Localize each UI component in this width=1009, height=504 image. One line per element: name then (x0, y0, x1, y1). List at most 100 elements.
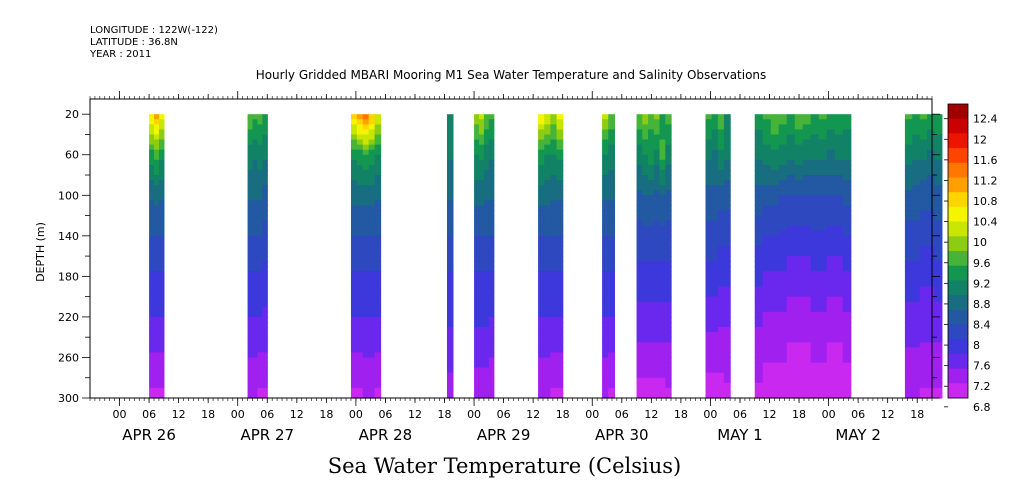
temperature-cell (711, 230, 719, 237)
temperature-cell (723, 327, 731, 333)
temperature-cell (927, 342, 936, 348)
day-label: APR 30 (595, 426, 649, 444)
temperature-cell (602, 266, 609, 272)
temperature-cell (154, 124, 160, 131)
temperature-cell (653, 235, 661, 242)
temperature-cell (247, 301, 254, 308)
temperature-cell (350, 154, 358, 161)
temperature-cell (705, 180, 713, 186)
temperature-cell (544, 286, 551, 293)
temperature-cell (350, 327, 358, 333)
temperature-cell (919, 149, 928, 156)
temperature-cell (608, 240, 615, 247)
temperature-cell (653, 316, 661, 323)
temperature-cell (786, 347, 796, 353)
temperature-cell (478, 286, 485, 293)
temperature-cell (602, 286, 609, 293)
temperature-cell (778, 316, 788, 323)
temperature-cell (927, 230, 936, 237)
temperature-cell (158, 321, 165, 328)
temperature-cell (934, 129, 943, 136)
temperature-cell (717, 261, 725, 267)
temperature-cell (754, 220, 764, 227)
temperature-cell (653, 266, 661, 272)
temperature-cell (818, 129, 828, 136)
temperature-cell (711, 180, 719, 186)
temperature-cell (252, 372, 259, 379)
temperature-cell (368, 387, 376, 394)
temperature-cell (778, 377, 788, 384)
temperature-cell (794, 225, 804, 232)
temperature-cell (705, 149, 713, 156)
temperature-cell (350, 387, 358, 394)
temperature-cell (810, 230, 820, 237)
temperature-cell (247, 139, 254, 146)
temperature-cell (648, 119, 655, 125)
temperature-cell (762, 144, 772, 151)
temperature-cell (374, 235, 382, 242)
temperature-cell (818, 286, 828, 293)
temperature-cell (356, 195, 364, 201)
temperature-cell (912, 296, 921, 303)
temperature-cell (818, 225, 828, 232)
temperature-cell (483, 134, 490, 141)
temperature-cell (754, 149, 764, 156)
x-tick-label: 12 (644, 408, 658, 421)
x-tick-label: 00 (231, 408, 245, 421)
temperature-cell (665, 190, 672, 196)
temperature-cell (723, 316, 731, 323)
temperature-cell (642, 367, 649, 374)
temperature-cell (538, 200, 545, 207)
temperature-cell (556, 281, 564, 288)
temperature-cell (252, 367, 259, 374)
temperature-cell (723, 342, 731, 348)
temperature-cell (252, 276, 259, 283)
temperature-cell (648, 291, 655, 298)
temperature-cell (711, 261, 719, 267)
temperature-cell (356, 235, 364, 242)
temperature-cell (446, 281, 454, 288)
temperature-cell (834, 134, 844, 141)
temperature-cell (538, 321, 545, 328)
temperature-cell (556, 392, 564, 399)
temperature-cell (602, 332, 609, 338)
temperature-cell (556, 296, 564, 303)
temperature-cell (602, 372, 609, 379)
temperature-cell (262, 169, 268, 176)
temperature-cell (252, 114, 259, 120)
temperature-cell (374, 256, 382, 262)
temperature-cell (446, 129, 454, 136)
temperature-cell (544, 372, 551, 379)
temperature-cell (488, 347, 495, 353)
temperature-cell (474, 266, 480, 272)
temperature-cell (826, 169, 836, 176)
temperature-cell (636, 372, 643, 379)
temperature-cell (478, 352, 485, 359)
temperature-cell (474, 281, 480, 288)
temperature-cell (636, 352, 643, 359)
temperature-cell (919, 159, 928, 166)
temperature-cell (912, 377, 921, 384)
temperature-cell (474, 347, 480, 353)
temperature-cell (711, 119, 719, 125)
temperature-cell (904, 372, 913, 379)
temperature-cell (550, 240, 558, 247)
temperature-cell (665, 175, 672, 181)
temperature-cell (262, 342, 268, 348)
temperature-cell (262, 190, 268, 196)
temperature-cell (810, 164, 820, 171)
temperature-cell (904, 220, 913, 227)
temperature-cell (717, 245, 725, 252)
temperature-cell (602, 195, 609, 201)
temperature-cell (810, 387, 820, 394)
temperature-cell (665, 367, 672, 374)
temperature-cell (705, 347, 713, 353)
temperature-cell (927, 352, 936, 359)
temperature-cell (705, 210, 713, 217)
temperature-cell (705, 164, 713, 171)
temperature-cell (653, 291, 661, 298)
temperature-cell (374, 195, 382, 201)
temperature-cell (786, 372, 796, 379)
temperature-cell (794, 291, 804, 298)
temperature-cell (754, 362, 764, 369)
